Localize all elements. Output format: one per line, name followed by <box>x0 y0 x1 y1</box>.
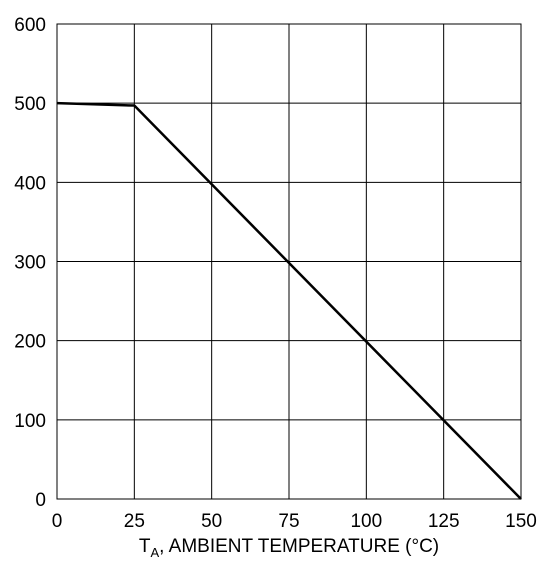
x-tick-label: 25 <box>124 511 145 532</box>
x-tick-label: 125 <box>428 511 460 532</box>
x-axis-label-rest: , AMBIENT TEMPERATURE (°C) <box>159 536 439 557</box>
y-tick-label: 0 <box>35 490 46 511</box>
y-tick-label: 400 <box>14 173 46 194</box>
x-axis-label-subscript: A <box>150 545 159 560</box>
x-axis-label-main: T <box>139 536 151 557</box>
y-tick-label: 500 <box>14 94 46 115</box>
x-tick-label: 150 <box>505 511 537 532</box>
y-tick-label: 300 <box>14 253 46 274</box>
x-tick-label: 50 <box>201 511 222 532</box>
y-tick-label: 600 <box>14 15 46 36</box>
x-tick-label: 75 <box>278 511 299 532</box>
tick-layer: 0 25 50 75 100 125 150 0 100 200 300 400 500 600 <box>14 15 537 532</box>
x-tick-label: 100 <box>350 511 382 532</box>
x-tick-label: 0 <box>52 511 63 532</box>
y-tick-label: 200 <box>14 332 46 353</box>
grid-layer <box>56 23 522 500</box>
x-axis-label: TA, AMBIENT TEMPERATURE (°C) <box>139 536 439 560</box>
series-layer <box>56 101 522 500</box>
y-tick-label: 100 <box>14 411 46 432</box>
series-line <box>56 101 522 500</box>
